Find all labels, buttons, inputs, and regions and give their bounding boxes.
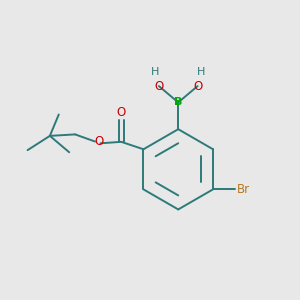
Text: O: O — [117, 106, 126, 119]
Text: H: H — [197, 67, 205, 77]
Text: B: B — [174, 98, 182, 107]
Text: O: O — [154, 80, 164, 93]
Text: Br: Br — [237, 183, 250, 196]
Text: O: O — [193, 80, 202, 93]
Text: O: O — [94, 135, 104, 148]
Text: H: H — [151, 67, 160, 77]
